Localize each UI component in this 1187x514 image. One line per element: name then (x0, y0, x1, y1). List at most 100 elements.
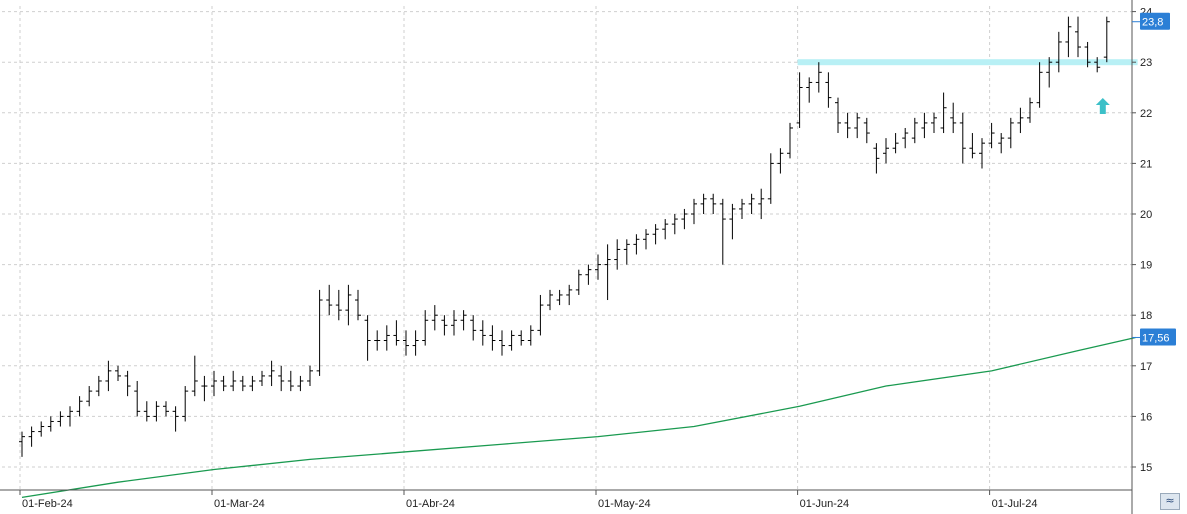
ohlc-bar (585, 264, 592, 285)
ohlc-bar (172, 406, 179, 432)
ohlc-bar (163, 401, 169, 417)
ohlc-bar (220, 375, 227, 392)
x-tick-label: 01-Jul-24 (992, 498, 1038, 510)
ohlc-bar (451, 310, 457, 336)
ma-polyline (21, 336, 1136, 499)
ohlc-bar (652, 224, 659, 245)
chart-settings-button[interactable]: ≈ (1160, 493, 1180, 510)
ohlc-bar (239, 375, 246, 392)
ohlc-bar (182, 386, 189, 422)
ohlc-bar (940, 92, 947, 134)
ohlc-bar (710, 193, 717, 214)
ohlc-bar (739, 198, 745, 220)
up-arrow-icon (1095, 98, 1110, 114)
ohlc-bar (844, 112, 851, 139)
ohlc-bar (383, 325, 390, 351)
ohlc-bar (1007, 117, 1014, 149)
ohlc-bar (393, 320, 400, 346)
ohlc-bars (19, 16, 1110, 457)
ohlc-bar (307, 365, 313, 387)
price-badges: 23,8 17,56 (1132, 12, 1176, 346)
resistance-band (797, 59, 1138, 66)
ohlc-bar (76, 396, 83, 417)
ohlc-bar (547, 289, 553, 311)
ohlc-bar (1046, 57, 1053, 88)
ohlc-bar (95, 375, 102, 397)
ohlc-bar (777, 148, 784, 174)
ohlc-bar (767, 153, 774, 204)
ohlc-bar (1075, 16, 1081, 58)
ohlc-bar (143, 401, 150, 422)
y-tick-label: 17 (1140, 361, 1152, 373)
ohlc-bar (479, 320, 486, 346)
axes (0, 0, 1133, 514)
moving-average-line (21, 336, 1136, 499)
grid-lines (2, 6, 1132, 490)
y-tick-label: 20 (1140, 209, 1152, 221)
ohlc-bar (470, 315, 477, 341)
ohlc-bar (508, 330, 515, 351)
y-tick-label: 23 (1140, 57, 1152, 69)
y-tick-label: 16 (1140, 411, 1152, 423)
ohlc-bar (297, 375, 304, 392)
y-axis-ticks: 15 16 17 18 19 20 21 22 23 24 (1132, 7, 1152, 474)
ohlc-bar (931, 112, 937, 134)
ohlc-bar (28, 426, 35, 447)
ohlc-bar (326, 284, 333, 316)
ohlc-bar (47, 416, 54, 432)
ohlc-bar (671, 214, 678, 235)
ohlc-bar (614, 239, 621, 270)
ohlc-bar (268, 360, 275, 387)
ohlc-bar (1084, 41, 1091, 68)
last-price-label: 23,8 (1142, 17, 1163, 29)
ohlc-bar (403, 330, 409, 356)
ohlc-bar (364, 315, 371, 361)
ohlc-bar (662, 219, 669, 240)
ohlc-bar (566, 284, 573, 306)
ohlc-bar (623, 239, 630, 265)
ohlc-bar (835, 97, 841, 134)
ohlc-bar (911, 117, 918, 144)
ohlc-bar (345, 284, 352, 326)
ohlc-bar (748, 193, 755, 214)
ohlc-bar (787, 122, 793, 159)
ohlc-bar (969, 133, 976, 159)
y-tick-label: 19 (1140, 260, 1152, 272)
ohlc-bar (1065, 16, 1072, 58)
x-tick-label: 01-Mar-24 (214, 498, 265, 510)
x-tick-label: 01-Jun-24 (800, 498, 850, 510)
ohlc-bar (259, 370, 265, 387)
up-arrow-shape (1095, 98, 1110, 114)
ohlc-bar (700, 193, 707, 214)
ohlc-bar (211, 370, 217, 397)
ohlc-bar (815, 62, 822, 93)
ma-value-label: 17,56 (1142, 332, 1170, 344)
ohlc-bar (1036, 62, 1043, 108)
ohlc-bar (892, 133, 899, 154)
ohlc-bar (518, 330, 525, 346)
ohlc-bar (230, 370, 237, 392)
ohlc-bar (921, 112, 928, 139)
ohlc-bar (105, 360, 112, 392)
ohlc-bar (57, 411, 64, 427)
ohlc-bar (489, 325, 496, 351)
ohlc-bar (758, 188, 765, 220)
ohlc-bar (902, 127, 909, 149)
ohlc-bar (287, 370, 294, 392)
ohlc-bar (1103, 16, 1110, 63)
ohlc-bar (412, 330, 419, 356)
ohlc-bar (825, 72, 832, 108)
ohlc-bar (335, 289, 342, 321)
ohlc-bar (153, 401, 160, 422)
ohlc-bar (499, 330, 505, 356)
ohlc-bar (691, 198, 697, 225)
ohlc-bar (1017, 107, 1024, 134)
ohlc-bar (556, 289, 563, 306)
ma-value-badge: 17,56 (1140, 328, 1176, 346)
ohlc-bar (124, 370, 131, 397)
ohlc-bar (316, 289, 323, 376)
ohlc-bar (134, 380, 141, 417)
y-tick-label: 15 (1140, 462, 1152, 474)
ohlc-bar (537, 294, 544, 336)
